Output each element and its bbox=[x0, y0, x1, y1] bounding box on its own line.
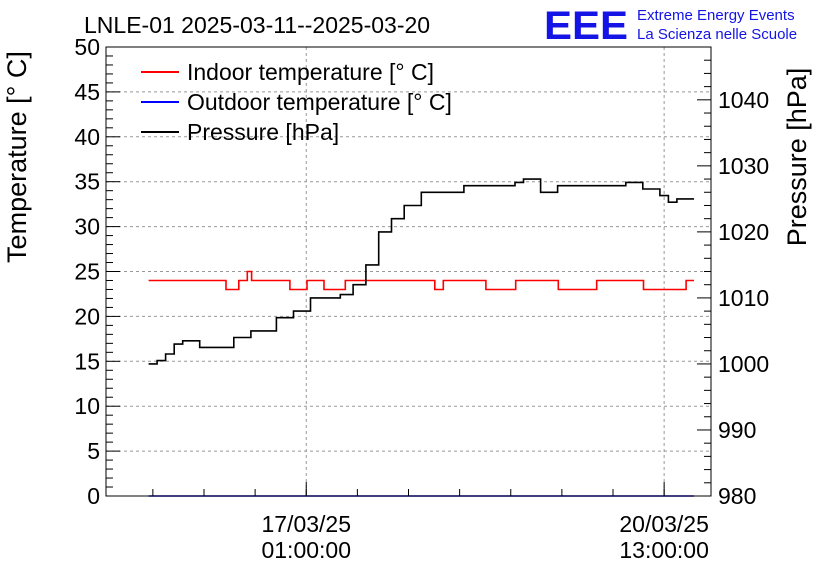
series-line-indoor bbox=[148, 270, 694, 291]
series-line-pressure bbox=[148, 178, 694, 365]
left-tick-label: 5 bbox=[87, 438, 100, 464]
right-tick-label: 1010 bbox=[718, 285, 769, 311]
axes: 0 5 10 15 20 25 30 35 40 45 50 980 990 1000 1010 1020 10… bbox=[74, 34, 769, 563]
left-tick-label: 35 bbox=[74, 169, 100, 195]
chart-title: LNLE-01 2025-03-11--2025-03-20 bbox=[84, 12, 430, 38]
left-tick-label: 25 bbox=[74, 259, 100, 285]
x-tick-time: 13:00:00 bbox=[619, 537, 709, 563]
left-tick-label: 10 bbox=[74, 393, 100, 419]
left-tick-label: 30 bbox=[74, 214, 100, 240]
left-tick-label: 15 bbox=[74, 348, 100, 374]
x-tick-date: 17/03/25 bbox=[261, 511, 351, 537]
right-tick-label: 980 bbox=[718, 483, 756, 509]
legend: Indoor temperature [° C] Outdoor temperat… bbox=[141, 59, 452, 145]
logo-line-2: La Scienza nelle Scuole bbox=[637, 26, 797, 43]
left-tick-label: 20 bbox=[74, 303, 100, 329]
left-axis-label: Temperature [° C] bbox=[2, 51, 32, 263]
right-axis-label: Pressure [hPa] bbox=[782, 68, 812, 247]
right-tick-label: 1020 bbox=[718, 219, 769, 245]
right-tick-label: 1030 bbox=[718, 153, 769, 179]
x-tick-time: 01:00:00 bbox=[261, 537, 351, 563]
gridlines bbox=[106, 47, 711, 496]
left-tick-label: 45 bbox=[74, 79, 100, 105]
right-tick-label: 990 bbox=[718, 417, 756, 443]
logo-line-1: Extreme Energy Events bbox=[637, 7, 795, 24]
legend-label-indoor: Indoor temperature [° C] bbox=[187, 59, 434, 85]
legend-label-outdoor: Outdoor temperature [° C] bbox=[187, 89, 452, 115]
left-tick-label: 0 bbox=[87, 483, 100, 509]
eee-logo: EEE Extreme Energy Events La Scienza nel… bbox=[544, 4, 797, 48]
logo-text: EEE bbox=[544, 4, 628, 48]
left-tick-label: 50 bbox=[74, 34, 100, 60]
left-tick-label: 40 bbox=[74, 124, 100, 150]
right-tick-label: 1000 bbox=[718, 351, 769, 377]
x-tick-date: 20/03/25 bbox=[619, 511, 709, 537]
legend-label-pressure: Pressure [hPa] bbox=[187, 119, 339, 145]
right-tick-label: 1040 bbox=[718, 87, 769, 113]
